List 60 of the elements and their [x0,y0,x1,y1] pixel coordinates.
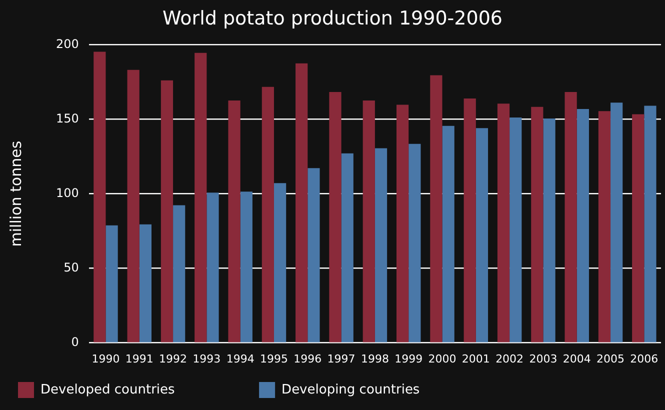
chart-title: World potato production 1990-2006 [162,7,503,30]
x-tick-label: 2001 [462,352,490,366]
bar [442,126,454,342]
x-tick-label: 1991 [125,352,154,366]
bar [240,192,252,342]
bar [464,98,476,342]
bar [476,128,488,342]
y-tick-label: 150 [56,111,79,126]
bar [430,75,442,342]
bar [644,106,656,342]
bar [632,114,644,342]
x-tick-label: 2000 [428,352,456,366]
bar [510,118,522,342]
bar [374,148,388,342]
bar [160,80,174,342]
y-tick-label: 0 [71,334,79,349]
bar [531,106,544,342]
x-tick-label: 1996 [294,352,322,366]
x-tick-label: 1994 [226,352,254,366]
bar [396,104,409,342]
legend-label: Developed countries [40,382,246,398]
bar [598,111,611,342]
x-tick-label: 1999 [394,352,423,366]
bar [106,225,118,342]
bar [173,205,186,342]
x-tick-label: 1997 [327,352,356,366]
y-tick-label: 200 [56,36,79,51]
bar [274,183,286,342]
x-tick-label: 1993 [192,352,221,366]
bar [228,100,240,342]
x-tick-label: 1995 [260,352,288,366]
x-tick-label: 2006 [630,352,658,366]
x-tick-label: 1998 [360,352,389,366]
bar [329,92,342,342]
x-tick-label: 2004 [562,352,591,366]
y-tick-label: 50 [64,260,79,274]
bar [341,153,354,342]
bar [362,100,375,342]
bar [543,118,556,342]
bar [94,52,106,342]
bar [206,192,219,342]
x-tick-label: 2005 [596,352,625,366]
bar [139,224,152,342]
bar [497,104,510,342]
bar [296,63,308,342]
bar [564,92,577,342]
legend-label: Developing countries [282,382,490,398]
bar [194,52,207,342]
bar [576,109,589,342]
bar [308,168,320,342]
bar [127,70,140,342]
bar [262,86,274,342]
bar [610,102,623,342]
bar [408,144,421,342]
x-tick-label: 1992 [159,352,188,366]
x-tick-label: 2002 [496,352,524,366]
x-tick-label: 2003 [529,352,558,366]
y-tick-label: 100 [56,186,79,200]
x-tick-label: 1990 [92,352,120,366]
y-axis-title: million tonnes [6,140,25,247]
